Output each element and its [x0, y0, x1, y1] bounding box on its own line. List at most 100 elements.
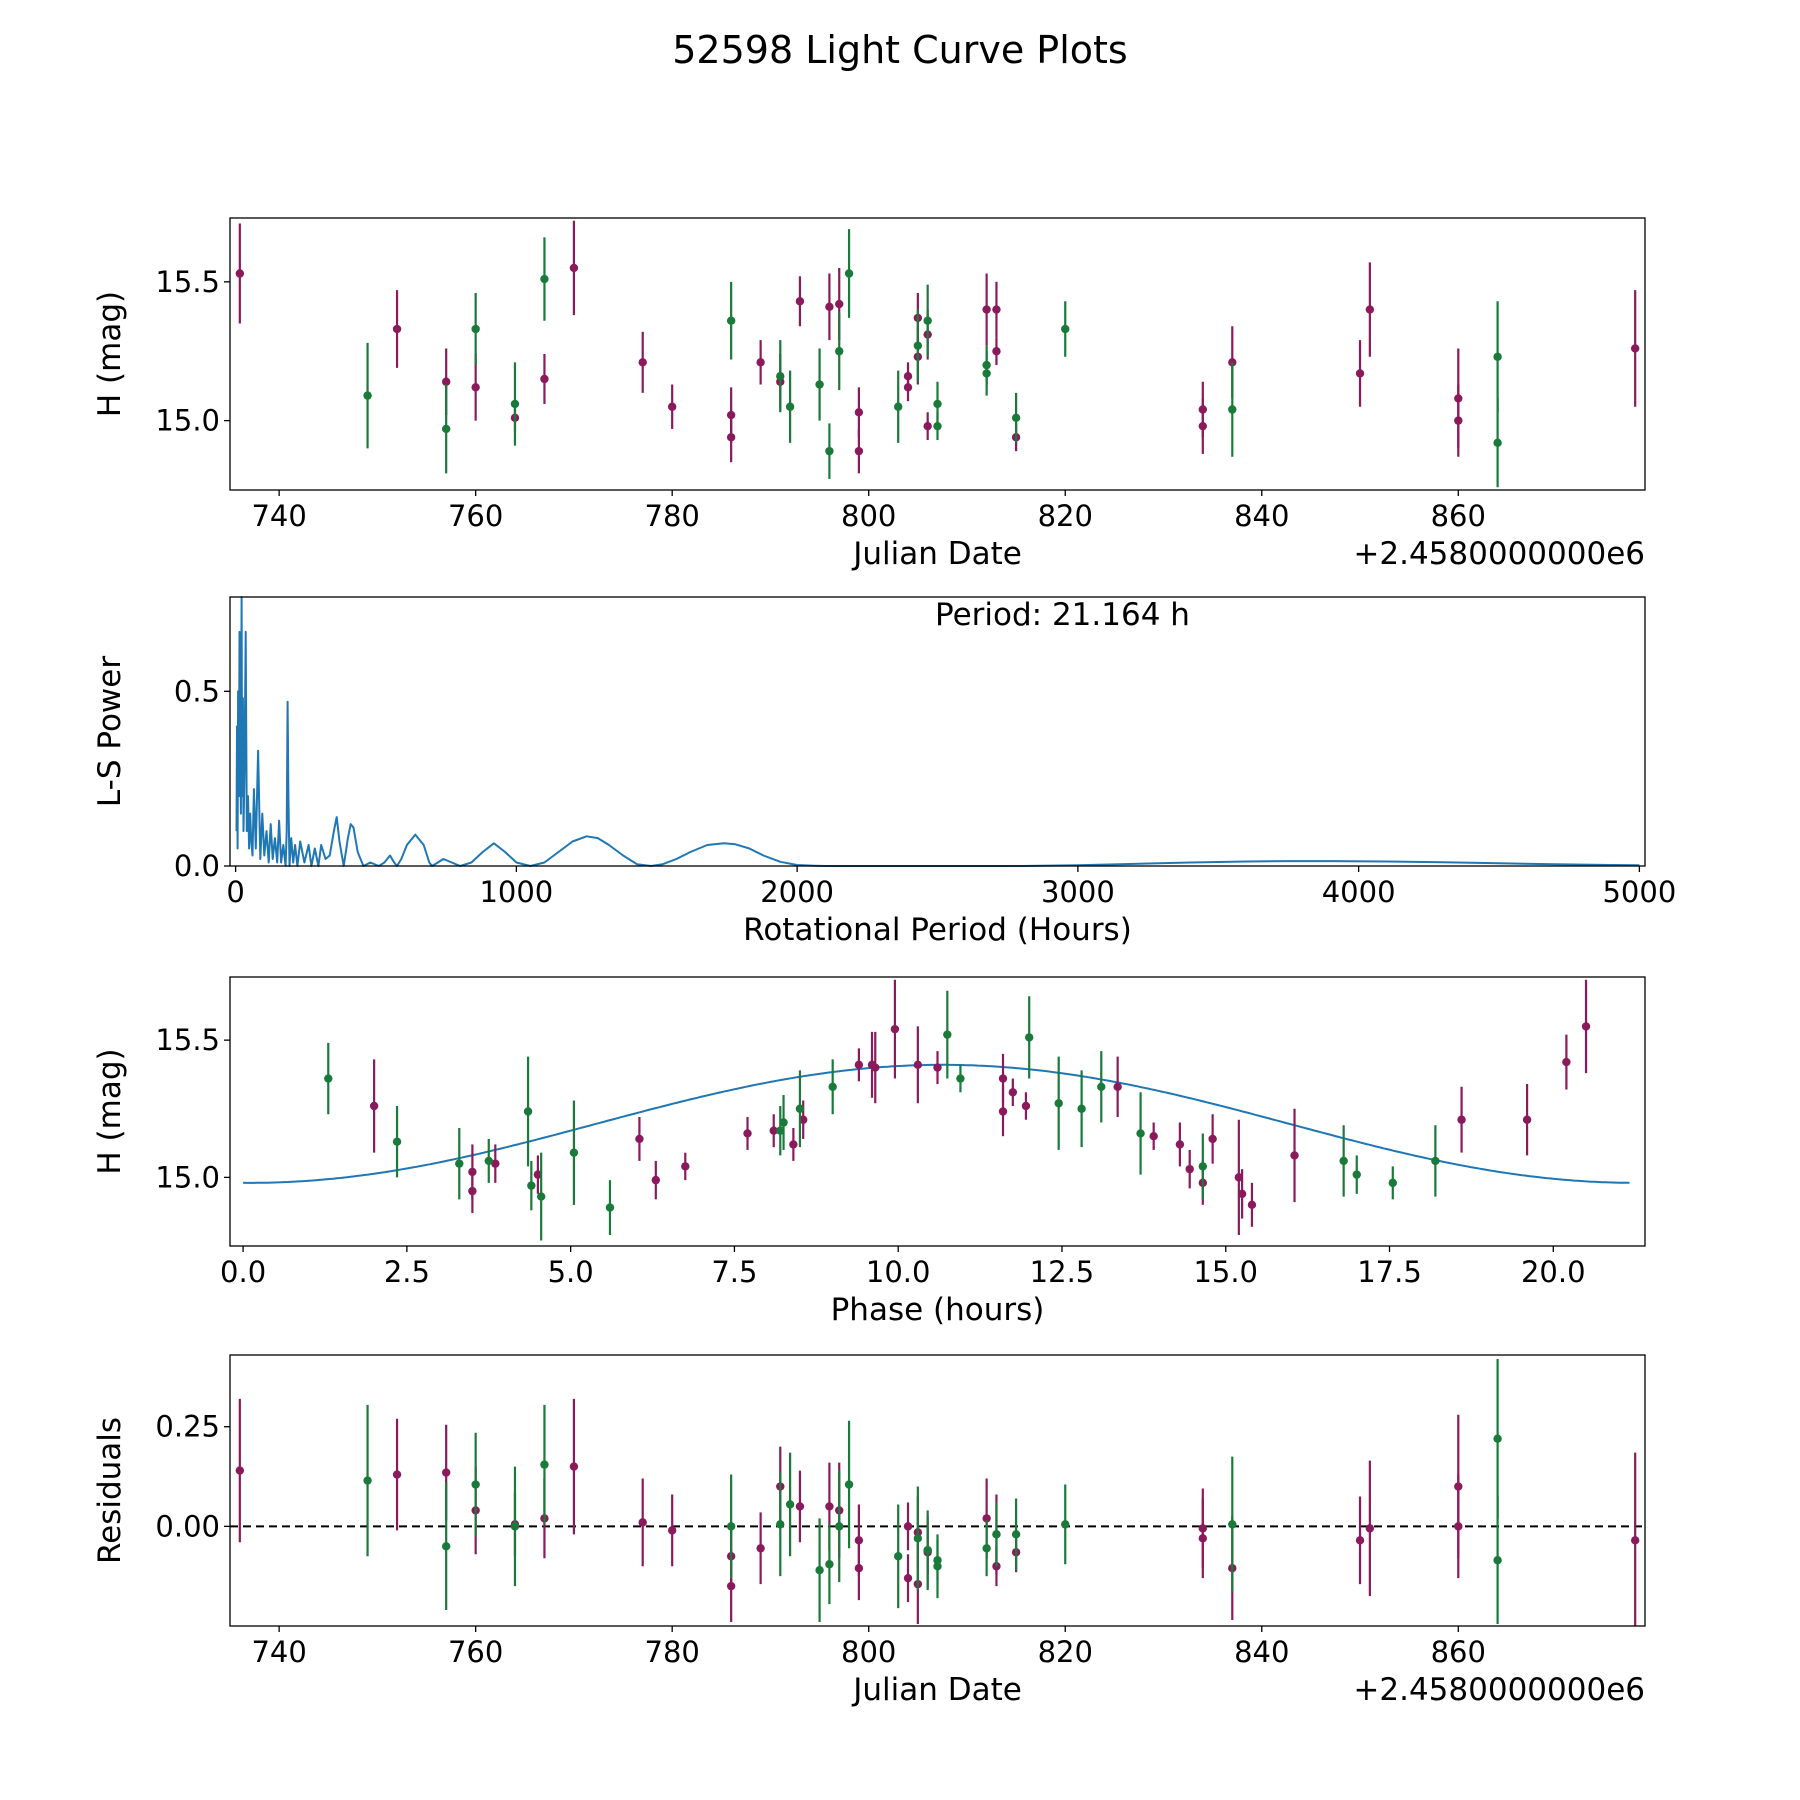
- lc-point-purple: [726, 433, 736, 442]
- phase-xtick-label: 15.0: [1193, 1255, 1258, 1289]
- res-point-purple: [1365, 1524, 1375, 1533]
- lc-xtick-label: 820: [1038, 499, 1093, 533]
- lc-xlabel: Julian Date: [851, 536, 1022, 572]
- res-xtick-label: 780: [645, 1635, 700, 1669]
- phase-point-green: [1077, 1104, 1086, 1113]
- res-point-green: [893, 1552, 903, 1561]
- phase-point-purple: [1581, 1022, 1591, 1031]
- lc-point-green: [540, 274, 549, 284]
- res-point-purple: [1630, 1536, 1640, 1545]
- res-point-purple: [795, 1502, 805, 1511]
- lc-xtick-label: 740: [251, 499, 306, 533]
- lc-point-purple: [392, 324, 402, 334]
- res-point-green: [1493, 1556, 1502, 1565]
- phase-ylabel: H (mag): [92, 1048, 128, 1174]
- figure-title: 52598 Light Curve Plots: [672, 28, 1128, 72]
- phase-point-purple: [769, 1126, 778, 1135]
- phase-xtick-label: 0.0: [220, 1255, 266, 1289]
- res-point-green: [1228, 1520, 1237, 1529]
- phase-xtick-label: 5.0: [548, 1255, 594, 1289]
- res-point-green: [913, 1534, 923, 1543]
- lc-point-green: [923, 316, 932, 325]
- phase-point-green: [1198, 1162, 1208, 1171]
- phase-point-purple: [681, 1162, 690, 1171]
- lc-point-purple: [667, 402, 677, 411]
- lc-point-green: [835, 347, 844, 356]
- phase-point-green: [392, 1137, 402, 1146]
- ls-power-line: [235, 596, 1640, 867]
- res-point-green: [1061, 1520, 1070, 1529]
- res-point-purple: [441, 1468, 451, 1477]
- phase-point-green: [484, 1156, 493, 1166]
- phase-point-purple: [789, 1140, 798, 1149]
- phase-point-purple: [635, 1134, 644, 1144]
- phase-point-purple: [1290, 1151, 1299, 1160]
- res-point-purple: [903, 1573, 913, 1583]
- lc-xtick-label: 760: [448, 499, 503, 533]
- phase-point-purple: [491, 1159, 500, 1168]
- res-point-green: [923, 1546, 932, 1555]
- phase-xtick-label: 10.0: [866, 1255, 931, 1289]
- lc-point-green: [825, 446, 834, 456]
- phase-point-green: [943, 1030, 952, 1039]
- phase-point-purple: [913, 1060, 923, 1070]
- res-point-green: [844, 1480, 854, 1489]
- lc-point-green: [776, 372, 785, 381]
- phase-xtick-label: 12.5: [1030, 1255, 1095, 1289]
- phase-point-purple: [1185, 1164, 1194, 1174]
- res-xtick-label: 740: [251, 1635, 306, 1669]
- lc-point-green: [363, 391, 372, 400]
- res-point-purple: [982, 1514, 991, 1523]
- lc-point-purple: [1630, 344, 1640, 353]
- phase-point-purple: [799, 1115, 808, 1124]
- phase-point-purple: [1522, 1115, 1532, 1124]
- phase-point-green: [536, 1192, 546, 1201]
- lc-point-green: [844, 269, 854, 278]
- lc-offset-text: +2.4580000000e6: [1353, 536, 1645, 572]
- phase-point-green: [527, 1181, 536, 1190]
- lc-plot-frame: [229, 217, 1646, 491]
- res-point-purple: [1198, 1534, 1208, 1543]
- lc-point-purple: [1198, 421, 1208, 431]
- res-point-purple: [854, 1564, 864, 1573]
- phase-point-green: [956, 1074, 965, 1083]
- res-point-purple: [569, 1462, 579, 1471]
- res-point-green: [992, 1530, 1001, 1539]
- phase-xlabel: Phase (hours): [831, 1292, 1045, 1328]
- phase-point-purple: [1008, 1088, 1018, 1097]
- ls-xtick-label: 5000: [1602, 875, 1676, 909]
- phase-point-purple: [369, 1101, 379, 1111]
- res-xtick-label: 820: [1038, 1635, 1093, 1669]
- phase-point-green: [1097, 1082, 1106, 1091]
- ls-xlabel: Rotational Period (Hours): [743, 912, 1132, 948]
- phase-point-purple: [933, 1063, 942, 1072]
- phase-point-purple: [1237, 1189, 1247, 1199]
- phase-point-purple: [1234, 1173, 1244, 1182]
- ls-xtick-label: 3000: [1041, 875, 1115, 909]
- lc-ylabel: H (mag): [92, 291, 128, 417]
- phase-xtick-label: 17.5: [1357, 1255, 1422, 1289]
- res-point-purple: [903, 1522, 913, 1531]
- lc-point-green: [933, 421, 942, 431]
- lc-point-green: [913, 341, 923, 350]
- phase-point-purple: [1113, 1082, 1122, 1091]
- res-point-green: [1493, 1434, 1502, 1443]
- phase-point-green: [1352, 1170, 1361, 1179]
- phase-point-purple: [1457, 1115, 1466, 1124]
- res-point-purple: [667, 1526, 677, 1535]
- lc-point-green: [471, 324, 480, 334]
- phase-point-purple: [890, 1024, 900, 1034]
- phase-ytick-label: 15.0: [155, 1160, 220, 1194]
- phase-point-purple: [1175, 1140, 1185, 1149]
- res-point-green: [471, 1480, 480, 1489]
- lc-point-green: [1493, 352, 1502, 361]
- lc-point-purple: [903, 383, 913, 392]
- phase-point-green: [795, 1104, 805, 1113]
- res-xtick-label: 840: [1234, 1635, 1289, 1669]
- phase-plot-frame: [229, 976, 1646, 1247]
- phase-point-green: [1388, 1178, 1397, 1188]
- phase-fit-curve: [243, 1063, 1630, 1184]
- lc-point-green: [1061, 324, 1070, 334]
- lc-xtick-label: 840: [1234, 499, 1289, 533]
- lc-point-purple: [854, 446, 864, 456]
